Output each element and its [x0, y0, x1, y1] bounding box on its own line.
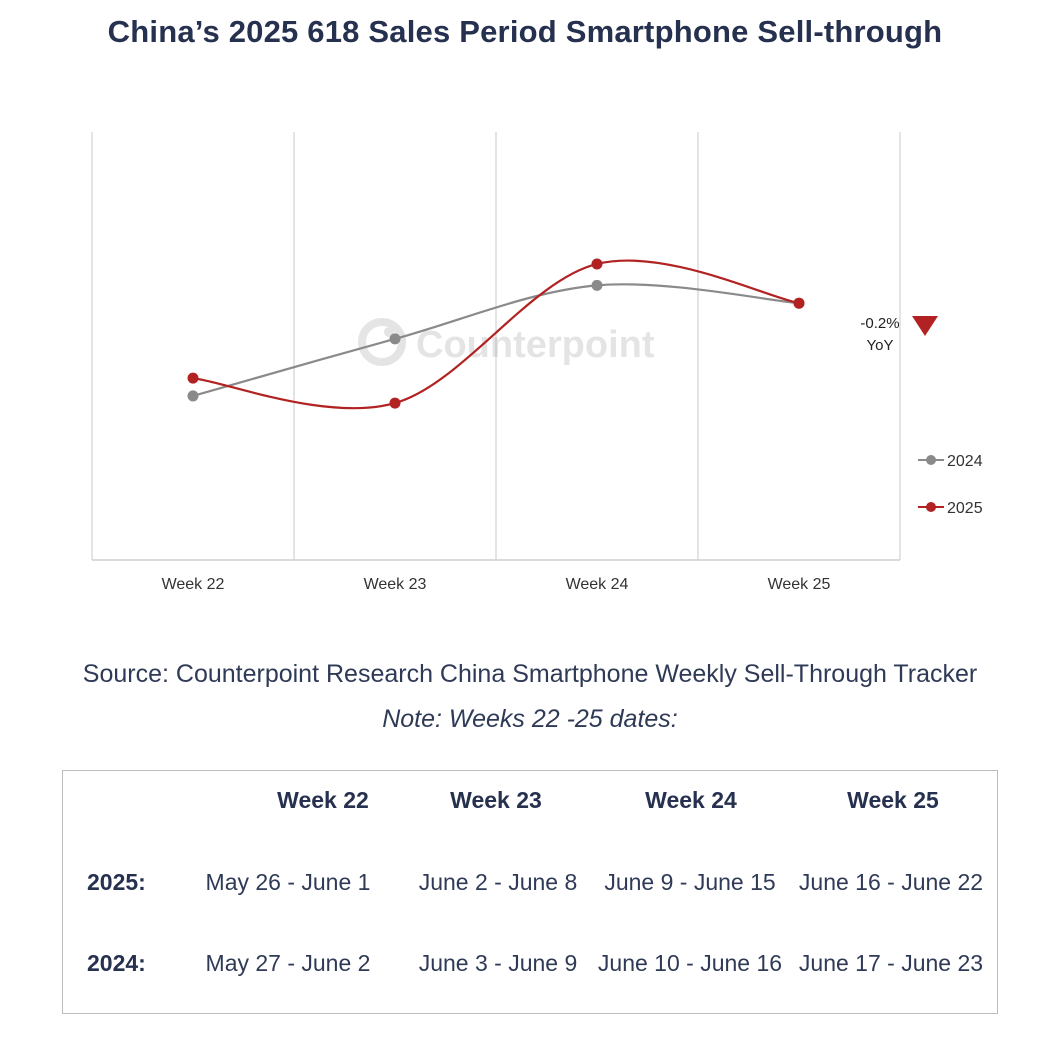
series-line-2024 — [192, 283, 800, 397]
yoy-annotation-label: YoY — [867, 337, 894, 354]
dates-row-label-2024: 2024: — [87, 950, 146, 976]
data-point-2025 — [793, 297, 805, 309]
watermark-icon — [358, 318, 406, 366]
x-tick-label: Week 23 — [364, 576, 427, 593]
yoy-annotation-value: -0.2% — [860, 315, 899, 332]
watermark-logo: Counterpoint — [358, 318, 655, 366]
x-tick-label: Week 22 — [162, 576, 225, 593]
data-point-2025 — [389, 397, 401, 409]
watermark-text: Counterpoint — [416, 324, 655, 366]
chart-title: China’s 2025 618 Sales Period Smartphone… — [107, 14, 943, 49]
data-point-2024 — [389, 333, 401, 345]
dates-cell: June 3 - June 9 — [418, 950, 578, 976]
data-point-2024 — [187, 390, 199, 402]
x-tick-label: Week 25 — [768, 576, 831, 593]
source-text: Source: Counterpoint Research China Smar… — [82, 660, 978, 688]
down-triangle-icon — [912, 316, 938, 336]
x-tick-label: Week 24 — [566, 576, 629, 593]
legend-swatch-marker — [926, 502, 936, 512]
dates-cell: June 17 - June 23 — [798, 950, 984, 976]
dates-cell: May 26 - June 1 — [205, 869, 371, 895]
dates-cell: June 9 - June 15 — [604, 869, 776, 895]
dates-header-week-23: Week 23 — [450, 787, 542, 813]
dates-header-week-22: Week 22 — [277, 787, 369, 813]
series-line-2025 — [192, 259, 800, 410]
note-text: Note: Weeks 22 -25 dates: — [382, 705, 678, 733]
dates-cell: June 2 - June 8 — [418, 869, 578, 895]
dates-table: Week 22 Week 23 Week 24 Week 25 2025: Ma… — [62, 770, 998, 1014]
legend-swatch-marker — [926, 455, 936, 465]
legend-label: 2024 — [947, 453, 983, 470]
data-point-2024 — [591, 279, 603, 291]
dates-row-label-2025: 2025: — [87, 869, 146, 895]
line-chart: Counterpoint Week 22 Week 23 Week 24 Week 25… — [91, 132, 983, 593]
dates-header-week-25: Week 25 — [847, 787, 939, 813]
data-point-2025 — [187, 372, 199, 384]
dates-header-week-24: Week 24 — [645, 787, 737, 813]
legend-label: 2025 — [947, 500, 983, 517]
watermark-icon-dot — [384, 327, 394, 337]
dates-cell: June 16 - June 22 — [798, 869, 984, 895]
dates-cell: May 27 - June 2 — [205, 950, 371, 976]
dates-cell: June 10 - June 16 — [597, 950, 783, 976]
data-point-2025 — [591, 258, 603, 270]
